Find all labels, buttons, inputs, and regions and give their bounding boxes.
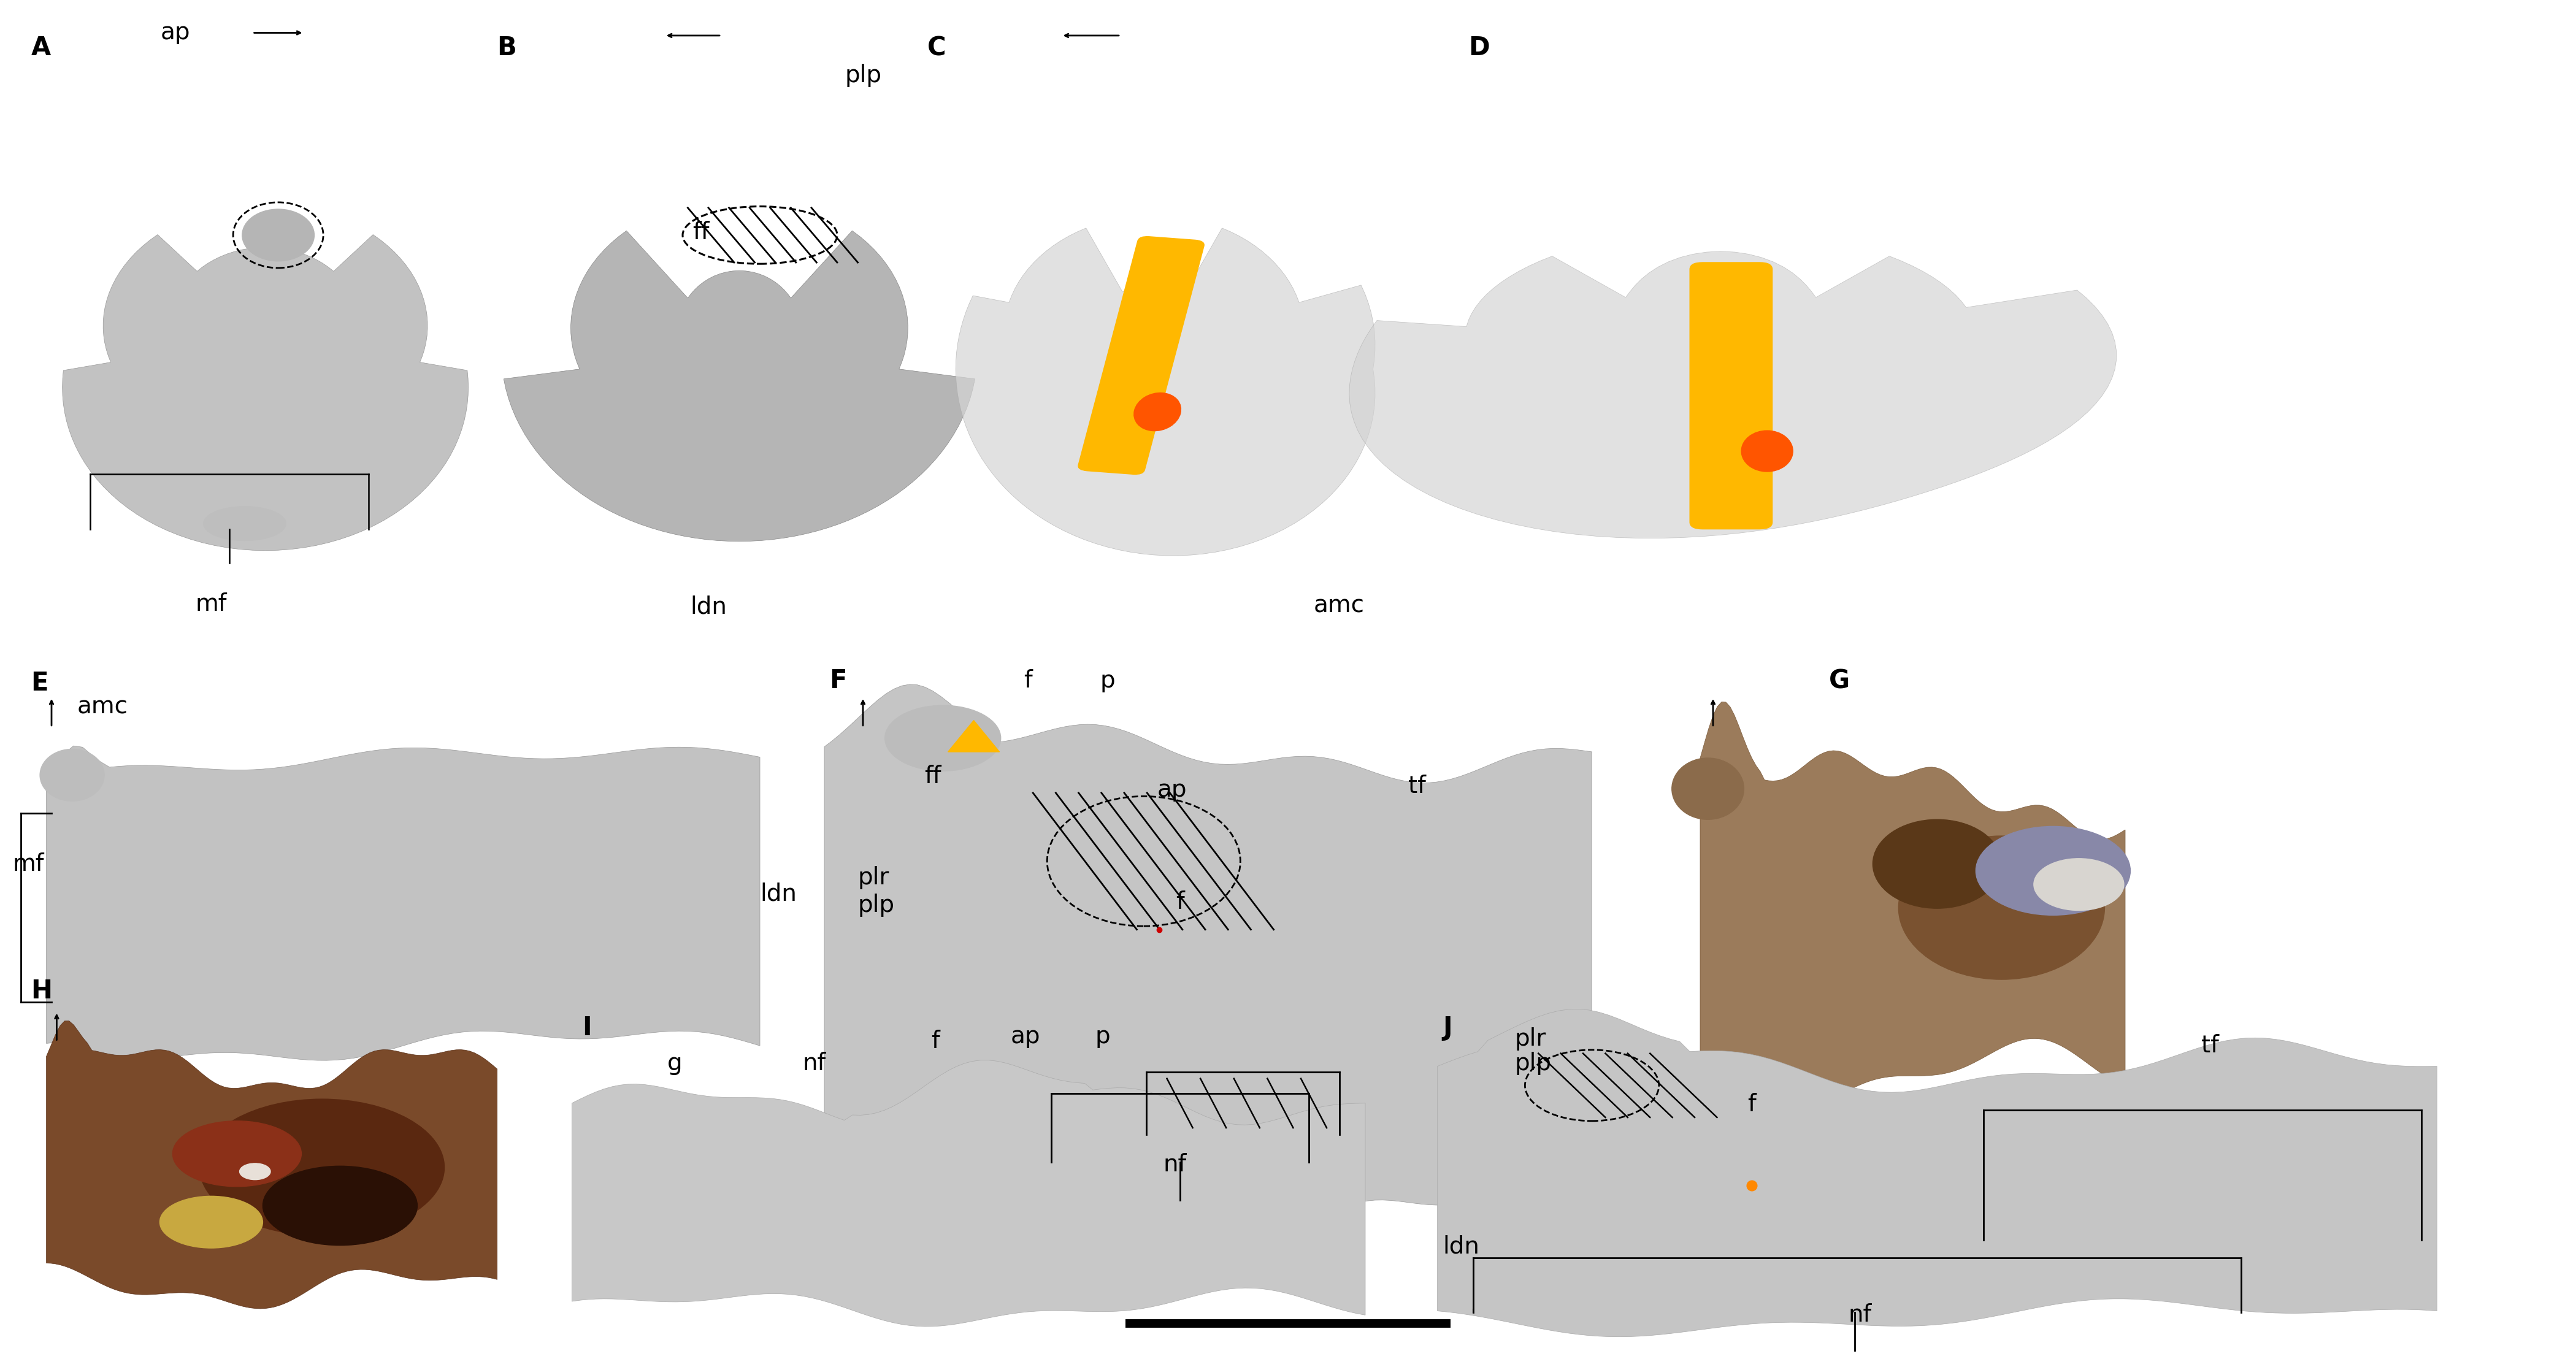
Text: nf: nf (1847, 1303, 1873, 1327)
Ellipse shape (1133, 392, 1180, 431)
FancyBboxPatch shape (1079, 236, 1203, 474)
Ellipse shape (886, 705, 999, 771)
Text: f: f (1747, 1092, 1757, 1117)
Text: g: g (667, 1051, 683, 1076)
FancyBboxPatch shape (1690, 262, 1772, 529)
Polygon shape (62, 235, 469, 551)
Polygon shape (46, 746, 760, 1061)
Text: f: f (1023, 668, 1033, 693)
Text: ap: ap (1010, 1024, 1041, 1048)
Text: f: f (930, 1029, 940, 1054)
Ellipse shape (160, 1196, 263, 1248)
Text: amc: amc (77, 694, 129, 719)
Ellipse shape (1873, 820, 2002, 909)
Ellipse shape (1976, 826, 2130, 916)
Polygon shape (46, 1021, 497, 1308)
Text: A: A (31, 36, 52, 60)
Text: ldn: ldn (1443, 1234, 1479, 1259)
Text: p: p (1100, 668, 1115, 693)
Text: E: E (31, 671, 49, 696)
Polygon shape (956, 228, 1376, 555)
Ellipse shape (1899, 835, 2105, 979)
Text: ldn: ldn (690, 595, 726, 619)
Polygon shape (1350, 252, 2117, 539)
Ellipse shape (263, 1166, 417, 1245)
Text: F: F (829, 668, 848, 693)
Text: nf: nf (1162, 1152, 1188, 1177)
Text: ff: ff (925, 764, 940, 789)
Ellipse shape (204, 507, 286, 541)
Text: nf: nf (801, 1051, 827, 1076)
Text: mf: mf (13, 852, 44, 876)
Polygon shape (1437, 1009, 2437, 1337)
Text: tf: tf (1409, 774, 1425, 798)
Polygon shape (824, 685, 1592, 1255)
Ellipse shape (41, 749, 106, 801)
Ellipse shape (240, 1163, 270, 1180)
Text: B: B (497, 36, 518, 60)
Text: ap: ap (1157, 778, 1188, 802)
Text: plr: plr (858, 865, 889, 890)
Ellipse shape (242, 209, 314, 261)
Ellipse shape (173, 1121, 301, 1187)
Text: ff: ff (693, 220, 708, 245)
Polygon shape (572, 1061, 1365, 1326)
Text: p: p (1095, 1024, 1110, 1048)
Text: I: I (582, 1016, 592, 1040)
Text: plp: plp (845, 63, 881, 87)
Text: plp: plp (858, 893, 894, 917)
Text: mf: mf (196, 592, 227, 617)
Text: C: C (927, 36, 945, 60)
Polygon shape (948, 720, 999, 752)
Text: amc: amc (1314, 593, 1365, 618)
Polygon shape (505, 231, 974, 541)
Ellipse shape (1741, 431, 1793, 472)
Text: G: G (1829, 668, 1850, 693)
Text: D: D (1468, 36, 1489, 60)
Ellipse shape (201, 1099, 443, 1236)
Text: H: H (31, 979, 52, 1003)
Text: f: f (1175, 890, 1185, 915)
Ellipse shape (1672, 757, 1744, 820)
Text: tf: tf (2202, 1033, 2218, 1058)
Text: J: J (1443, 1016, 1453, 1040)
Text: ap: ap (160, 21, 191, 45)
Ellipse shape (2032, 858, 2123, 910)
Text: plp: plp (1515, 1051, 1551, 1076)
Polygon shape (1700, 701, 2125, 1113)
Text: plr: plr (1515, 1027, 1546, 1051)
Text: ldn: ldn (760, 882, 796, 906)
